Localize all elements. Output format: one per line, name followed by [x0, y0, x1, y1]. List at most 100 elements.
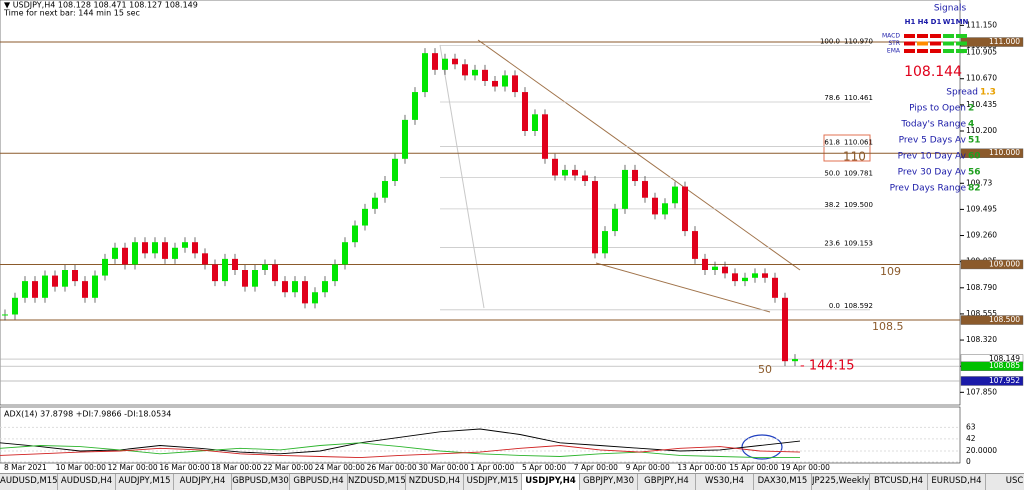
candle-body — [532, 114, 538, 131]
level-label: 108.500 — [989, 315, 1020, 324]
tab[interactable]: GBPJPY,H4 — [638, 474, 696, 490]
x-tick-label: 22 Mar 00:00 — [263, 463, 313, 472]
stat-label: Pips to Open — [909, 104, 966, 114]
tab[interactable]: USC — [986, 474, 1024, 490]
candle-body — [102, 258, 108, 276]
candle-body — [72, 270, 78, 282]
candle-body — [502, 75, 508, 87]
candle-body — [662, 203, 668, 215]
candle-body — [82, 281, 88, 298]
candle-body — [692, 231, 698, 259]
tab[interactable]: GBPUSD,H4 — [290, 474, 348, 490]
price: 108.144 — [904, 64, 962, 80]
signal-cell — [956, 49, 967, 53]
candle-body — [62, 270, 68, 287]
candle-body — [202, 253, 208, 265]
adx-tick-label: 63 — [966, 422, 976, 431]
tab[interactable]: GBPJPY,M30 — [580, 474, 638, 490]
x-tick-label: 7 Apr 00:00 — [574, 463, 618, 472]
fib-price: 108.592 — [844, 302, 873, 310]
candle-body — [472, 69, 478, 76]
x-tick-label: 24 Mar 00:00 — [315, 463, 365, 472]
y-tick-label: 108.790 — [966, 283, 997, 292]
y-tick-label: 108.320 — [966, 335, 997, 344]
level-box — [960, 376, 1024, 386]
candle-body — [482, 69, 488, 81]
tab[interactable]: GBPUSD,M30 — [232, 474, 290, 490]
stat-label: Prev 10 Day Av — [898, 152, 967, 162]
level-label: 110.000 — [989, 148, 1020, 157]
x-tick-label: 9 Apr 00:00 — [626, 463, 670, 472]
tab[interactable]: AUDJPY,M15 — [116, 474, 174, 490]
fib-price: 110.461 — [844, 94, 873, 102]
tab[interactable]: AUDUSD,H4 — [58, 474, 116, 490]
highlight-box — [823, 134, 871, 162]
x-tick-label: 30 Mar 00:00 — [418, 463, 468, 472]
level-box — [960, 148, 1024, 158]
tab[interactable]: JP225,Weekly — [812, 474, 870, 490]
candle-body — [582, 175, 588, 182]
x-tick-label: 18 Mar 00:00 — [211, 463, 261, 472]
level-box — [960, 259, 1024, 270]
candle-body — [682, 186, 688, 232]
main-pane — [0, 0, 961, 406]
tab[interactable]: NZDUSD,M15 — [348, 474, 406, 490]
candle-body — [442, 58, 448, 70]
candle-body — [252, 270, 258, 287]
y-tick-label: 109.495 — [966, 204, 997, 213]
candle-body — [712, 266, 718, 270]
fib-ratio: 38.2 — [824, 201, 840, 209]
adx-tick-label: 0 — [966, 457, 971, 466]
tab[interactable]: WS30,H4 — [696, 474, 754, 490]
candle-body — [292, 281, 298, 293]
fib-ratio: 0.0 — [829, 302, 840, 310]
annotation: 110 — [843, 150, 866, 164]
candle-body — [652, 197, 658, 215]
symbol-line: ▼ USDJPY,H4 108.128 108.471 108.127 108.… — [4, 1, 198, 10]
y-tick-label: 110.200 — [966, 126, 997, 135]
annotation: 109 — [880, 265, 901, 278]
tab[interactable]: AUDJPY,H4 — [174, 474, 232, 490]
y-tick-label: 107.850 — [966, 387, 997, 396]
stat-value: 60 — [968, 152, 981, 162]
candle-body — [12, 297, 18, 315]
candle-body — [542, 114, 548, 159]
y-tick-label: 110.435 — [966, 100, 997, 109]
candle-body — [232, 258, 238, 270]
candle-body — [382, 181, 388, 198]
tab[interactable]: EURUSD,H4 — [928, 474, 986, 490]
tab[interactable]: DAX30,M15 — [754, 474, 812, 490]
level-label: 107.952 — [989, 376, 1020, 385]
candle-body — [192, 242, 198, 254]
candle-body — [612, 208, 618, 232]
tab[interactable]: BTCUSD,H4 — [870, 474, 928, 490]
y-tick-label: 111.150 — [966, 20, 997, 29]
candle-body — [512, 75, 518, 93]
candle-body — [302, 281, 308, 304]
candle-body — [22, 281, 28, 298]
fib-ratio: 23.6 — [824, 239, 840, 247]
tab[interactable]: NZDUSD,H4 — [406, 474, 464, 490]
signal-col: W1 — [943, 18, 956, 26]
fib-ratio: 61.8 — [824, 138, 840, 146]
stat-value: 2 — [968, 104, 974, 114]
signal-cell — [904, 34, 915, 38]
candle-body — [632, 169, 638, 182]
candle-body — [792, 359, 798, 362]
signal-cell — [956, 41, 967, 46]
candle-body — [432, 53, 438, 70]
tab[interactable]: USDJPY,M15 — [464, 474, 522, 490]
signal-cell — [943, 41, 954, 46]
signal-cell — [917, 34, 928, 38]
candle-body — [132, 242, 138, 265]
x-tick-label: 13 Apr 00:00 — [677, 463, 726, 472]
level-box — [960, 315, 1024, 325]
candle-body — [2, 314, 8, 316]
candle-body — [412, 92, 418, 120]
y-tick-label: 108.555 — [966, 309, 997, 318]
tab[interactable]: AUDUSD,M15 — [0, 474, 58, 490]
candle-body — [282, 281, 288, 293]
candle-body — [162, 242, 168, 259]
adx-tick-label: 20.0000 — [966, 446, 997, 455]
tab[interactable]: USDJPY,H4 — [522, 474, 580, 490]
